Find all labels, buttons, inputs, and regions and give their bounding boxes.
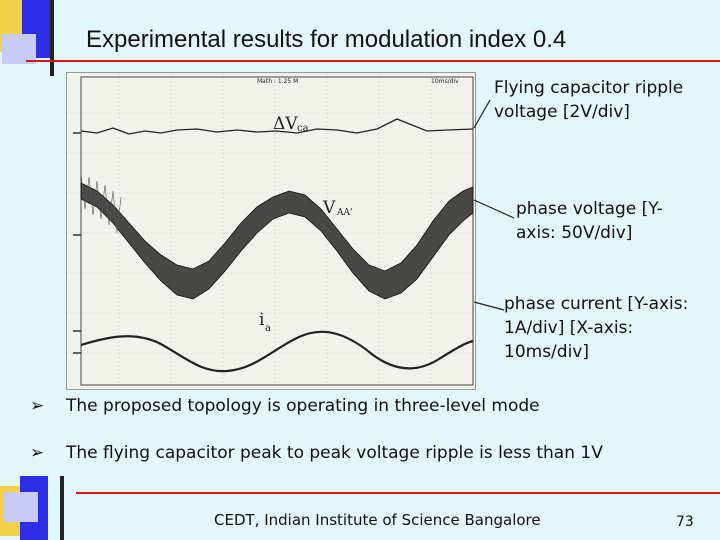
ripple-annotation: Flying capacitor ripple voltage [2V/div] — [494, 78, 684, 122]
trace-markers — [73, 132, 81, 354]
title-underline — [26, 60, 720, 62]
scope-top-text: Math : 1.25 M — [257, 78, 298, 85]
footer-text: CEDT, Indian Institute of Science Bangal… — [214, 511, 541, 529]
footer-rule — [76, 492, 720, 494]
bullet-text: The flying capacitor peak to peak voltag… — [66, 443, 603, 463]
vertical-rule — [50, 0, 54, 76]
bullet-item: ➢ The proposed topology is operating in t… — [30, 396, 540, 416]
current-trace-sublabel: a — [265, 323, 271, 334]
ripple-trace-label: ΔV — [273, 114, 298, 134]
scope-grid — [67, 73, 475, 389]
bullet-arrow-icon: ➢ — [30, 443, 45, 463]
phase-current-trace — [80, 330, 474, 373]
ripple-trace — [80, 118, 474, 135]
oscilloscope-svg: Math : 1.25 M 10ms/div ΔV ca V AA' i a — [67, 73, 475, 389]
page-number: 73 — [676, 514, 694, 530]
voltage-trace-label: V — [322, 198, 336, 218]
scope-timebase: 10ms/div — [431, 78, 459, 85]
current-trace-label: i — [259, 310, 265, 330]
ripple-trace-sublabel: ca — [297, 123, 309, 134]
current-annotation: phase current [Y-axis: 1A/div] [X-axis: … — [504, 294, 689, 362]
bullet-arrow-icon: ➢ — [30, 396, 45, 416]
page-title: Experimental results for modulation inde… — [86, 26, 567, 53]
phase-voltage-trace — [80, 172, 474, 300]
scope-border — [80, 76, 474, 386]
oscilloscope-plot: Math : 1.25 M 10ms/div ΔV ca V AA' i a — [66, 72, 476, 390]
bullet-text: The proposed topology is operating in th… — [66, 396, 540, 416]
vertical-rule — [60, 476, 64, 540]
voltage-annotation: phase voltage [Y-axis: 50V/div] — [516, 199, 663, 243]
bullet-item: ➢ The flying capacitor peak to peak volta… — [30, 443, 603, 463]
lavender-block — [2, 34, 36, 64]
corner-decoration-top — [0, 0, 80, 76]
corner-decoration-bottom — [0, 476, 90, 540]
lavender-block — [4, 492, 38, 522]
voltage-trace-sublabel: AA' — [336, 208, 352, 218]
